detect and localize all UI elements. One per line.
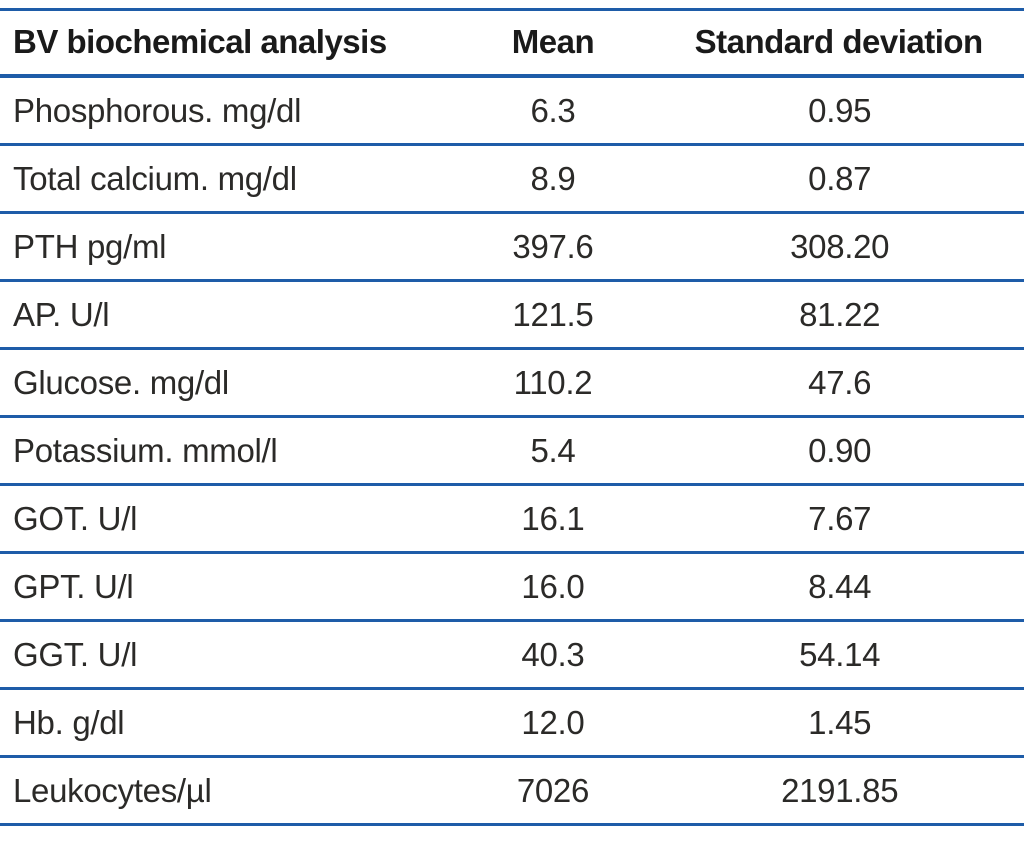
sd-value-cell: 7.67 xyxy=(655,484,1024,554)
sd-value-cell: 0.87 xyxy=(655,144,1024,214)
analyte-label-cell: Leukocytes/µl xyxy=(13,771,212,809)
analyte-label-cell: Potassium. mmol/l xyxy=(0,416,451,486)
mean-value-cell: 7026 xyxy=(516,771,590,809)
analyte-label-cell: GGT. U/l xyxy=(0,620,451,690)
sd-value-cell: 0.90 xyxy=(655,416,1024,486)
sd-value-cell: 2191.85 xyxy=(781,771,899,809)
column-header-mean: Mean xyxy=(450,9,656,78)
table-row: Leukocytes/µl 7026 2191.85 xyxy=(0,757,1024,825)
mean-value-cell: 397.6 xyxy=(450,212,656,282)
table-row: Hb. g/dl 12.0 1.45 xyxy=(0,688,1024,758)
analyte-label-cell: Total calcium. mg/dl xyxy=(0,144,451,214)
analyte-label-cell: GOT. U/l xyxy=(0,484,451,554)
analyte-label-cell: GPT. U/l xyxy=(0,552,451,622)
sd-value-cell: 1.45 xyxy=(655,688,1024,758)
mean-value-cell: 16.1 xyxy=(450,484,656,554)
column-header-standard-deviation: Standard deviation xyxy=(655,9,1024,78)
table-body: Phosphorous. mg/dl 6.3 0.95 Total calciu… xyxy=(0,76,1024,825)
sd-value-cell: 0.95 xyxy=(655,76,1024,146)
table-row: GOT. U/l 16.1 7.67 xyxy=(0,484,1024,554)
table-row: Phosphorous. mg/dl 6.3 0.95 xyxy=(0,76,1024,146)
mean-value-cell: 110.2 xyxy=(450,348,656,418)
sd-value-cell: 81.22 xyxy=(655,280,1024,350)
mean-value-cell: 6.3 xyxy=(450,76,656,146)
mean-value-cell: 16.0 xyxy=(450,552,656,622)
table-row: AP. U/l 121.5 81.22 xyxy=(0,280,1024,350)
sd-value-cell: 308.20 xyxy=(655,212,1024,282)
table-row: Potassium. mmol/l 5.4 0.90 xyxy=(0,416,1024,486)
mean-value-cell: 40.3 xyxy=(450,620,656,690)
table-row: PTH pg/ml 397.6 308.20 xyxy=(0,212,1024,282)
table-row: GGT. U/l 40.3 54.14 xyxy=(0,620,1024,690)
mean-value-cell: 12.0 xyxy=(450,688,656,758)
sd-value-cell: 47.6 xyxy=(655,348,1024,418)
column-header-analysis: BV biochemical analysis xyxy=(0,9,451,78)
biochemical-analysis-table: BV biochemical analysis Mean Standard de… xyxy=(0,8,1024,826)
analyte-label-cell: PTH pg/ml xyxy=(0,212,451,282)
analyte-label-cell: Glucose. mg/dl xyxy=(0,348,451,418)
mean-value-cell: 121.5 xyxy=(450,280,656,350)
analyte-label-cell: Hb. g/dl xyxy=(0,688,451,758)
mean-value-cell: 5.4 xyxy=(450,416,656,486)
analyte-label-cell: Phosphorous. mg/dl xyxy=(0,76,451,146)
sd-value-cell: 54.14 xyxy=(655,620,1024,690)
table-header-row: BV biochemical analysis Mean Standard de… xyxy=(0,9,1024,78)
sd-value-cell: 8.44 xyxy=(655,552,1024,622)
analyte-label-cell: AP. U/l xyxy=(0,280,451,350)
table-row: Total calcium. mg/dl 8.9 0.87 xyxy=(0,144,1024,214)
table-row: GPT. U/l 16.0 8.44 xyxy=(0,552,1024,622)
table-row: Glucose. mg/dl 110.2 47.6 xyxy=(0,348,1024,418)
mean-value-cell: 8.9 xyxy=(450,144,656,214)
